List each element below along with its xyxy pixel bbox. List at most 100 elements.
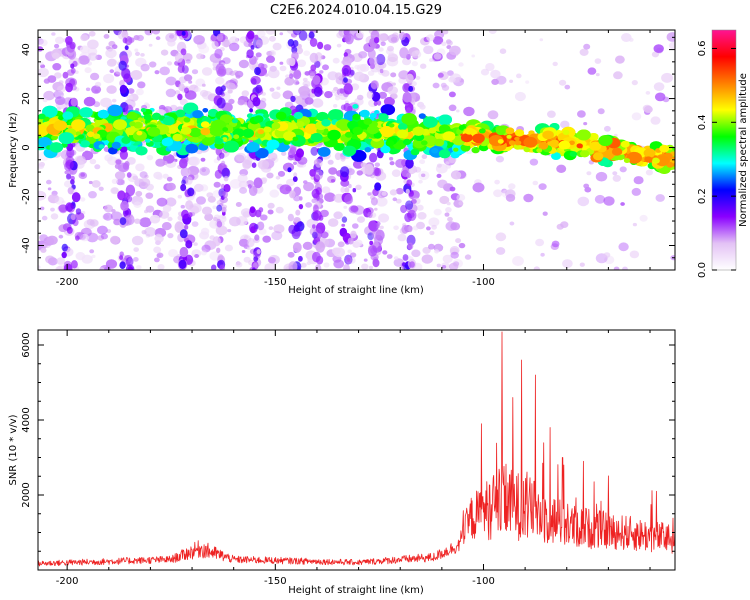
noise-blob [312, 98, 324, 108]
streak-blob [405, 158, 414, 169]
noise-blob [458, 62, 464, 67]
colorbar-gradient [712, 30, 736, 270]
band-blob [506, 134, 512, 139]
streak-blob [120, 200, 129, 211]
noise-blob [279, 32, 284, 36]
streak-blob [315, 158, 323, 168]
noise-blob [287, 251, 295, 258]
noise-blob [458, 201, 464, 206]
noise-blob [100, 97, 112, 108]
streak-blob [379, 68, 384, 74]
noise-blob [319, 70, 324, 74]
streak-blob [289, 146, 297, 155]
streak-blob [216, 33, 224, 42]
noise-blob [335, 96, 340, 101]
noise-blob [552, 61, 558, 67]
streak-blob [344, 187, 350, 193]
noise-blob [167, 216, 173, 222]
streak-blob [221, 160, 226, 166]
streak-blob [403, 264, 409, 270]
streak-blob [316, 255, 324, 265]
noise-blob [162, 173, 169, 179]
noise-blob [38, 190, 47, 201]
streak-blob [75, 208, 82, 215]
noise-blob [84, 67, 92, 74]
noise-blob [495, 155, 504, 163]
noise-blob [632, 222, 638, 227]
band-blob [58, 132, 75, 145]
band-blob [593, 152, 604, 161]
noise-blob [134, 218, 141, 224]
noise-blob [56, 265, 66, 270]
noise-blob [166, 182, 176, 191]
noise-blob [417, 101, 425, 108]
band-blob [147, 126, 161, 137]
noise-blob [633, 176, 644, 185]
band-blob [266, 139, 280, 150]
noise-blob [146, 154, 154, 161]
noise-blob [350, 205, 359, 213]
streak-blob [117, 190, 126, 201]
spectrogram-x-label: Height of straight line (km) [288, 285, 424, 296]
streak-blob [123, 192, 131, 201]
streak-blob [296, 148, 304, 158]
snr-x-tick-label: -100 [472, 576, 495, 587]
noise-blob [421, 154, 428, 160]
noise-blob [324, 192, 336, 202]
noise-blob [374, 162, 380, 167]
streak-blob [181, 31, 186, 36]
noise-blob [149, 61, 157, 68]
band-blob [380, 104, 396, 116]
streak-blob [220, 85, 226, 92]
noise-blob [156, 197, 168, 207]
noise-blob [551, 240, 560, 248]
band-blob [202, 108, 209, 113]
noise-blob [535, 238, 545, 247]
noise-blob [495, 232, 507, 242]
streak-blob [309, 169, 316, 177]
noise-blob [514, 91, 526, 102]
band-blob [310, 132, 323, 143]
noise-blob [619, 166, 627, 173]
noise-blob [357, 216, 365, 223]
streak-blob [255, 84, 263, 94]
streak-blob [407, 242, 414, 250]
noise-blob [437, 179, 448, 189]
band-blob [161, 137, 173, 147]
streak-blob [289, 73, 294, 79]
noise-blob [105, 259, 118, 269]
streak-blob [67, 187, 74, 195]
streak-blob [248, 185, 258, 196]
noise-blob [235, 261, 243, 268]
noise-blob [448, 76, 456, 83]
noise-blob [239, 187, 248, 194]
noise-blob [200, 227, 210, 235]
streak-blob [371, 91, 381, 102]
streak-blob [221, 167, 231, 179]
streak-blob [344, 33, 354, 45]
streak-blob [179, 229, 188, 239]
band-blob [140, 108, 147, 113]
noise-blob [269, 189, 280, 198]
streak-blob [405, 200, 414, 210]
streak-blob [223, 184, 231, 193]
noise-blob [100, 233, 108, 240]
noise-blob [389, 156, 394, 161]
noise-blob [107, 156, 118, 166]
band-blob [111, 141, 121, 149]
noise-blob [224, 67, 234, 76]
noise-blob [200, 157, 206, 162]
noise-blob [411, 249, 421, 258]
noise-blob [265, 30, 276, 35]
noise-blob [389, 161, 395, 166]
noise-blob [75, 252, 86, 261]
streak-blob [367, 245, 378, 257]
streak-blob [176, 30, 184, 37]
streak-blob [126, 172, 132, 178]
streak-blob [216, 247, 221, 253]
noise-blob [199, 89, 209, 97]
streak-blob [310, 146, 319, 156]
noise-blob [485, 63, 495, 71]
streak-blob [70, 63, 75, 69]
